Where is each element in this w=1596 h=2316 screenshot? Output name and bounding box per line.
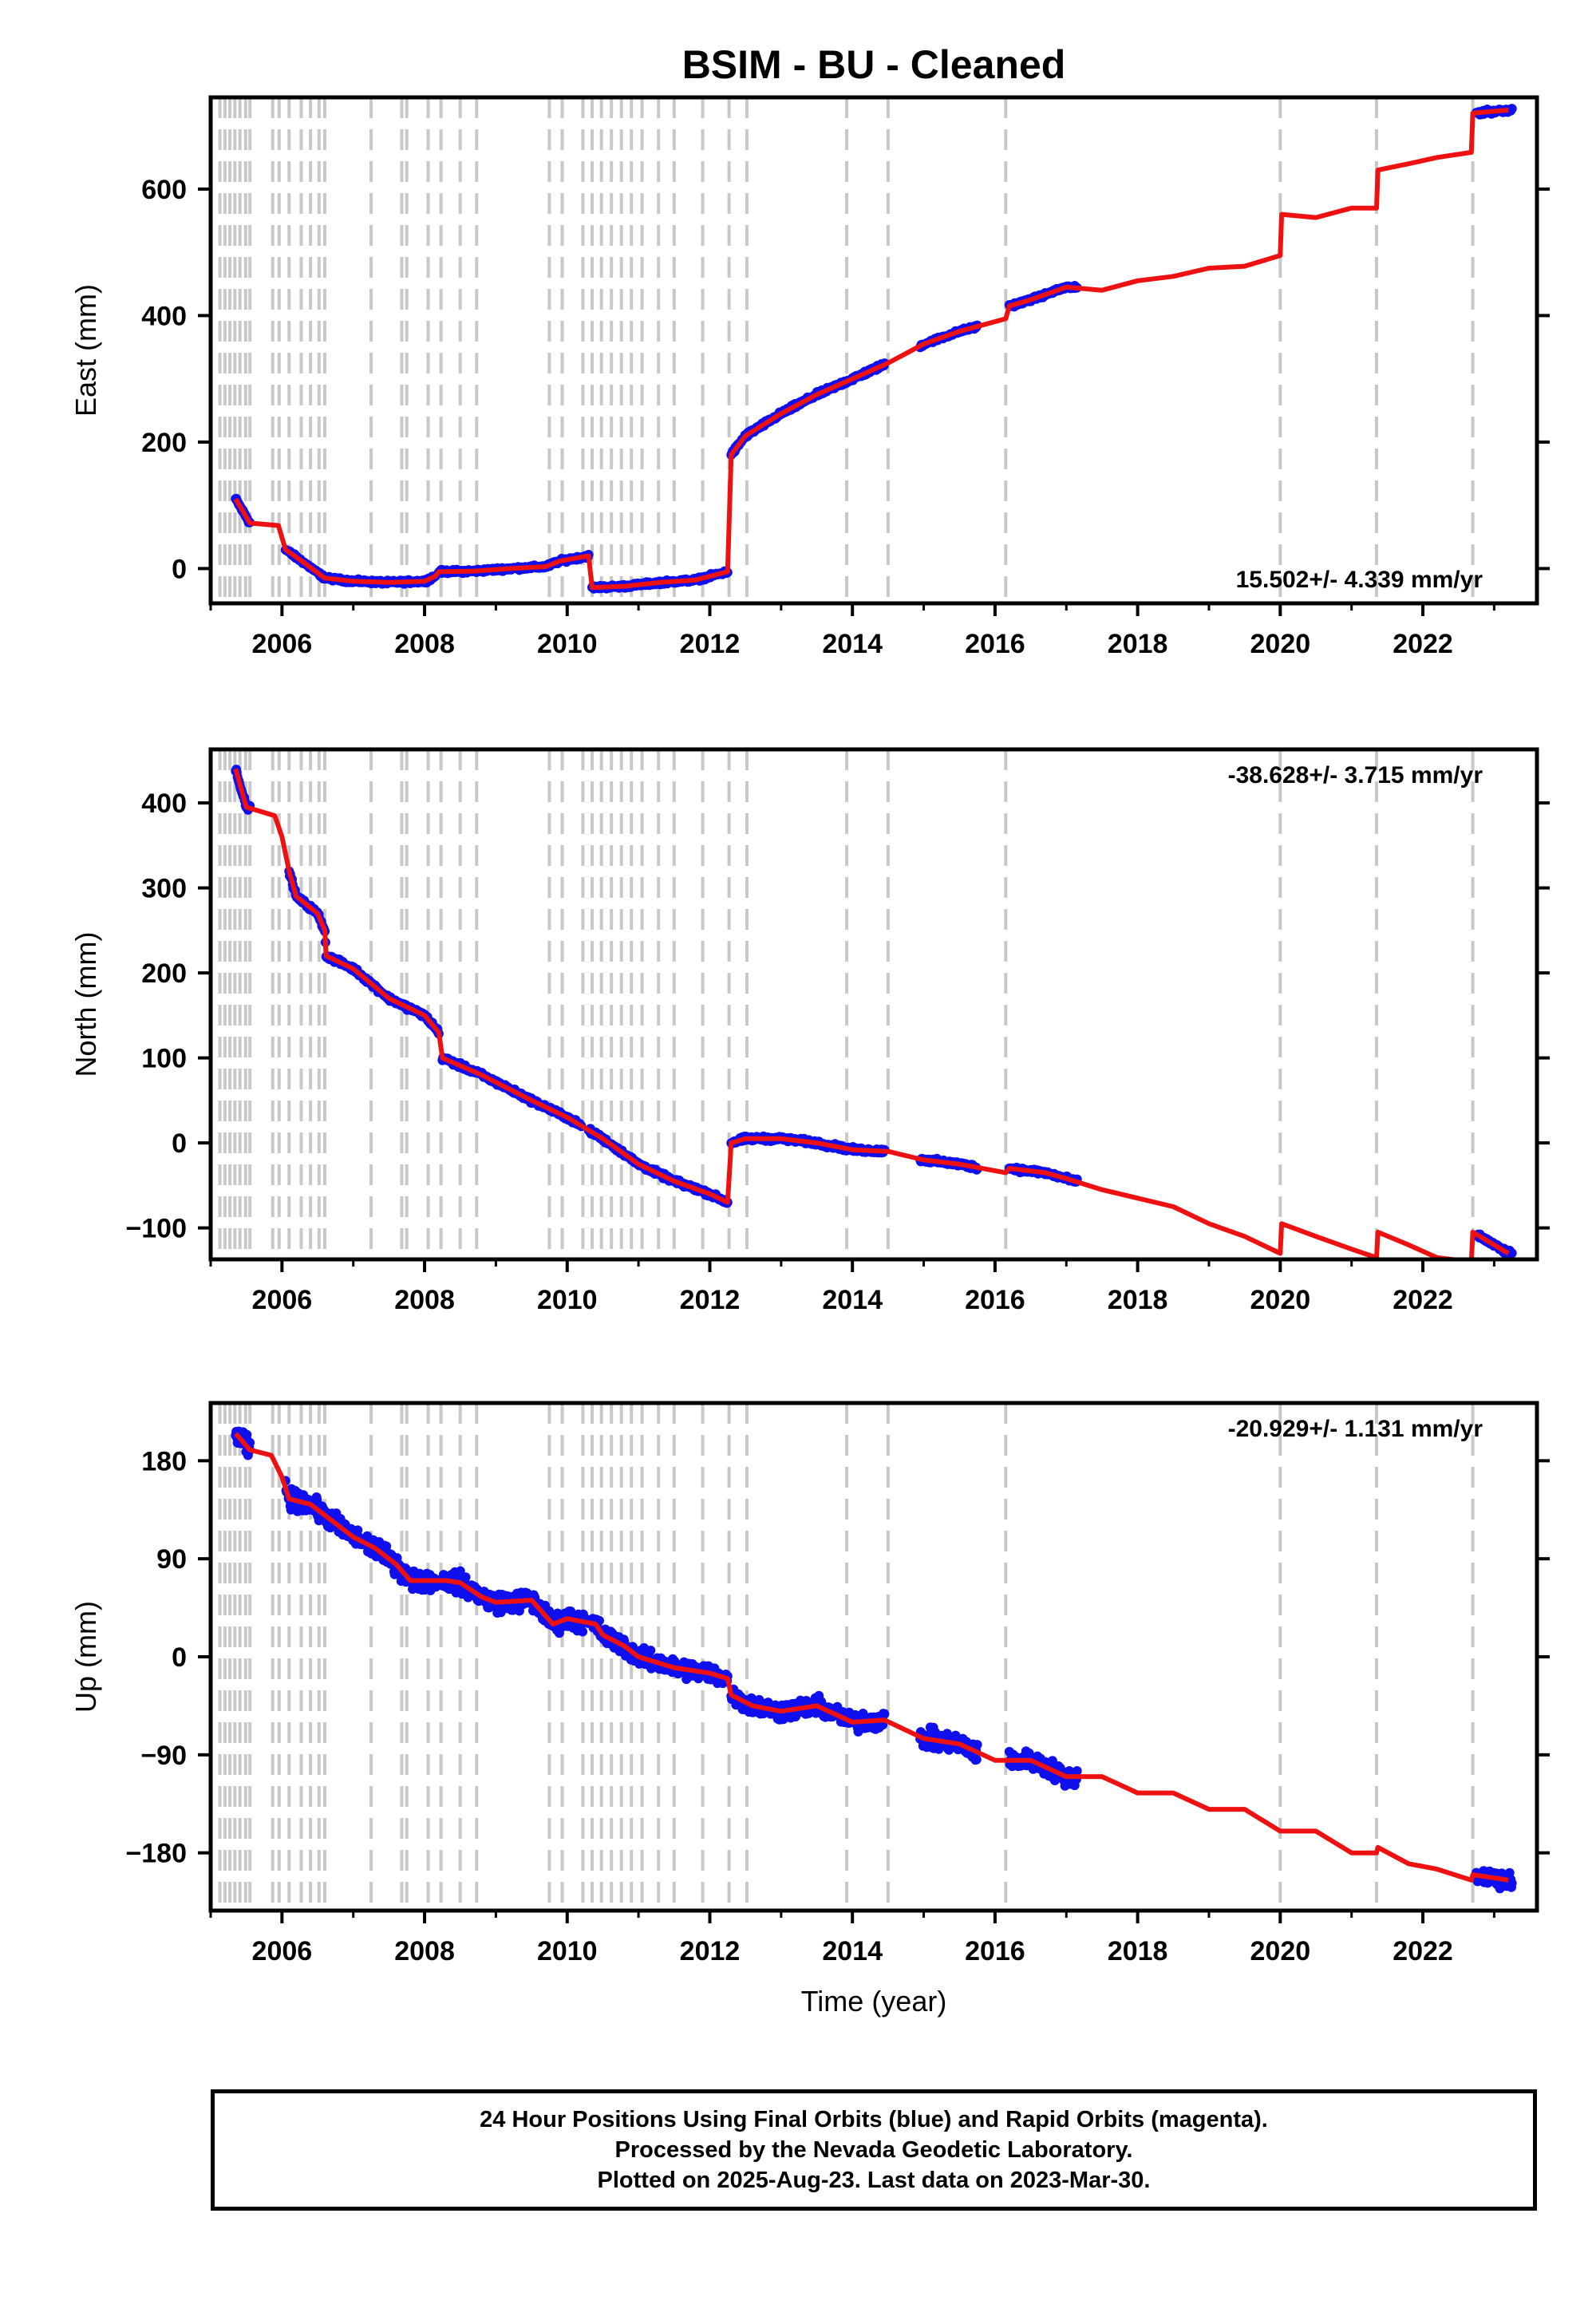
x-axis-title: Time (year) bbox=[801, 1985, 947, 2018]
up-rate-label: -20.929+/- 1.131 mm/yr bbox=[1228, 1416, 1483, 1442]
panel-up: 180 90 0 −90 −180 2006 2008 2010 2012 2014 2016 201… bbox=[69, 1401, 1550, 1966]
y-tick-label: 300 bbox=[141, 874, 187, 904]
data-point bbox=[1507, 1248, 1517, 1259]
x-tick-label: 2008 bbox=[394, 629, 455, 659]
y-tick-label: −180 bbox=[125, 1839, 187, 1869]
footer-line-orbits: 24 Hour Positions Using Final Orbits (bl… bbox=[480, 2107, 1268, 2132]
x-tick-label: 2018 bbox=[1108, 1285, 1168, 1315]
x-tick-label: 2010 bbox=[537, 1936, 598, 1966]
x-tick-label: 2016 bbox=[965, 1936, 1025, 1966]
data-point bbox=[879, 1709, 890, 1719]
plot-frame bbox=[208, 747, 1539, 1262]
footer-line-dates: Plotted on 2025-Aug-23. Last data on 202… bbox=[597, 2168, 1151, 2193]
y-tick-label: 200 bbox=[141, 428, 187, 458]
data-points bbox=[231, 104, 1517, 594]
x-tick-label: 2008 bbox=[394, 1936, 455, 1966]
plot-frame bbox=[208, 95, 1539, 606]
x-tick-label: 2010 bbox=[537, 1285, 598, 1315]
y-tick-label: 600 bbox=[141, 175, 187, 205]
x-tick-label: 2014 bbox=[822, 1936, 883, 1966]
data-point bbox=[971, 1754, 982, 1765]
x-tick-label: 2016 bbox=[965, 629, 1025, 659]
y-tick-label: 0 bbox=[172, 1642, 187, 1673]
y-tick-label: 400 bbox=[141, 788, 187, 819]
up-axis-label: Up (mm) bbox=[69, 1601, 102, 1713]
north-rate-label: -38.628+/- 3.715 mm/yr bbox=[1228, 762, 1483, 788]
data-point bbox=[578, 1626, 588, 1637]
model-line bbox=[233, 768, 1510, 1259]
x-tick-label: 2006 bbox=[252, 1285, 313, 1315]
x-tick-label: 2020 bbox=[1250, 1936, 1311, 1966]
x-tick-label: 2012 bbox=[680, 629, 741, 659]
data-point bbox=[972, 1740, 982, 1750]
y-tick-label: 200 bbox=[141, 958, 187, 989]
y-tick-label: −90 bbox=[140, 1741, 187, 1771]
x-tick-label: 2020 bbox=[1250, 1285, 1311, 1315]
footer-line-processor: Processed by the Nevada Geodetic Laborat… bbox=[614, 2137, 1133, 2163]
data-point bbox=[381, 1541, 392, 1551]
equipment-change-lines bbox=[218, 1403, 1475, 1911]
data-point bbox=[646, 1646, 656, 1655]
data-point bbox=[1507, 104, 1517, 114]
model-line bbox=[233, 107, 1509, 591]
x-tick-label: 2022 bbox=[1393, 629, 1453, 659]
equipment-change-lines bbox=[218, 97, 1475, 603]
x-tick-label: 2012 bbox=[680, 1936, 741, 1966]
data-point bbox=[1072, 1766, 1082, 1776]
equipment-change-lines bbox=[218, 749, 1475, 1259]
y-tick-label: 100 bbox=[141, 1044, 187, 1074]
y-tick-label: 90 bbox=[156, 1544, 187, 1575]
east-rate-label: 15.502+/- 4.339 mm/yr bbox=[1236, 567, 1483, 593]
x-tick-label: 2020 bbox=[1250, 629, 1311, 659]
x-tick-label: 2022 bbox=[1393, 1936, 1453, 1966]
x-tick-label: 2016 bbox=[965, 1285, 1025, 1315]
data-point bbox=[460, 1572, 471, 1583]
y-tick-label: 0 bbox=[172, 554, 187, 584]
plot-frame bbox=[208, 1401, 1539, 1913]
chart-title: BSIM - BU - Cleaned bbox=[682, 42, 1066, 87]
x-tick-label: 2006 bbox=[252, 629, 313, 659]
x-tick-label: 2014 bbox=[822, 629, 883, 659]
x-tick-label: 2008 bbox=[394, 1285, 455, 1315]
data-point bbox=[1507, 1878, 1517, 1888]
panel-east: 0 200 400 600 2006 2008 2010 2012 2014 2016 2018 20… bbox=[69, 95, 1550, 659]
x-tick-label: 2010 bbox=[537, 629, 598, 659]
y-tick-label: 180 bbox=[141, 1446, 187, 1476]
x-tick-label: 2012 bbox=[680, 1285, 741, 1315]
y-tick-label: 0 bbox=[172, 1128, 187, 1159]
x-tick-label: 2018 bbox=[1108, 1936, 1168, 1966]
north-axis-label: North (mm) bbox=[69, 932, 102, 1077]
processing-info-box: 24 Hour Positions Using Final Orbits (bl… bbox=[211, 2089, 1537, 2211]
x-tick-label: 2018 bbox=[1108, 629, 1168, 659]
x-tick-label: 2006 bbox=[252, 1936, 313, 1966]
x-tick-label: 2014 bbox=[822, 1285, 883, 1315]
panel-north: 400 300 200 100 0 −100 2006 2008 2010 2012 2014 201… bbox=[69, 747, 1550, 1315]
data-points bbox=[231, 765, 1517, 1259]
x-tick-label: 2022 bbox=[1393, 1285, 1453, 1315]
data-point bbox=[942, 1729, 952, 1739]
east-axis-label: East (mm) bbox=[69, 284, 102, 417]
y-tick-label: −100 bbox=[125, 1214, 187, 1244]
model-line bbox=[234, 1432, 1509, 1883]
y-tick-label: 400 bbox=[141, 301, 187, 331]
data-points bbox=[231, 1426, 1517, 1894]
